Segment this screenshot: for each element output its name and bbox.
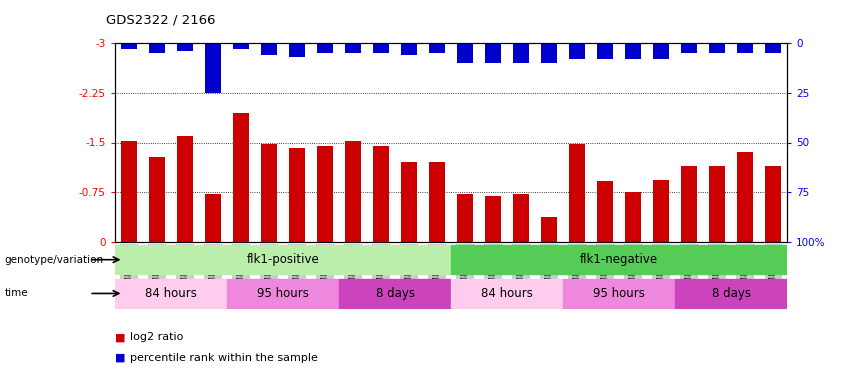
Bar	[457, 43, 473, 63]
Text: flk1-negative: flk1-negative	[580, 253, 658, 266]
Bar	[485, 43, 500, 63]
Text: ■: ■	[115, 333, 125, 342]
Bar	[317, 43, 333, 53]
Bar	[451, 279, 563, 308]
Bar	[682, 166, 697, 242]
Bar	[261, 43, 277, 55]
Bar	[682, 43, 697, 53]
Bar	[346, 43, 361, 53]
Bar	[765, 43, 781, 53]
Text: 8 days: 8 days	[375, 287, 414, 300]
Text: genotype/variation: genotype/variation	[4, 255, 103, 265]
Bar	[374, 147, 389, 242]
Text: log2 ratio: log2 ratio	[130, 333, 184, 342]
Bar	[541, 217, 557, 242]
Bar	[675, 279, 787, 308]
Bar	[710, 43, 725, 53]
Bar	[569, 43, 585, 59]
Bar	[205, 194, 220, 242]
Bar	[429, 162, 445, 242]
Bar	[654, 180, 669, 242]
Text: percentile rank within the sample: percentile rank within the sample	[130, 353, 318, 363]
Bar	[115, 279, 227, 308]
Bar	[121, 43, 137, 49]
Text: ■: ■	[115, 353, 125, 363]
Bar	[625, 192, 641, 242]
Bar	[597, 181, 613, 242]
Bar	[227, 279, 339, 308]
Bar	[177, 43, 192, 51]
Bar	[563, 279, 675, 308]
Bar	[541, 43, 557, 63]
Bar	[339, 279, 451, 308]
Text: time: time	[4, 288, 28, 298]
Bar	[205, 43, 220, 93]
Bar	[402, 162, 417, 242]
Bar	[738, 43, 753, 53]
Bar	[513, 43, 528, 63]
Bar	[177, 136, 192, 242]
Bar	[121, 141, 137, 242]
Text: 95 hours: 95 hours	[257, 287, 309, 300]
Text: 8 days: 8 days	[711, 287, 751, 300]
Bar	[374, 43, 389, 53]
Bar	[625, 43, 641, 59]
Bar	[317, 146, 333, 242]
Bar	[149, 157, 164, 242]
Bar	[710, 166, 725, 242]
Bar	[485, 195, 500, 242]
Bar	[569, 144, 585, 242]
Bar	[346, 141, 361, 242]
Bar	[765, 166, 781, 242]
Bar	[233, 43, 248, 49]
Bar	[289, 43, 305, 57]
Text: GDS2322 / 2166: GDS2322 / 2166	[106, 13, 216, 26]
Bar	[261, 144, 277, 242]
Text: flk1-positive: flk1-positive	[247, 253, 319, 266]
Text: 84 hours: 84 hours	[145, 287, 197, 300]
Bar	[429, 43, 445, 53]
Bar	[402, 43, 417, 55]
Bar	[233, 112, 248, 242]
Bar	[457, 194, 473, 242]
Text: 95 hours: 95 hours	[593, 287, 645, 300]
Bar	[654, 43, 669, 59]
Bar	[115, 245, 451, 274]
Bar	[597, 43, 613, 59]
Bar	[738, 152, 753, 242]
Bar	[451, 245, 787, 274]
Bar	[289, 148, 305, 242]
Bar	[149, 43, 164, 53]
Text: 84 hours: 84 hours	[481, 287, 533, 300]
Bar	[513, 194, 528, 242]
